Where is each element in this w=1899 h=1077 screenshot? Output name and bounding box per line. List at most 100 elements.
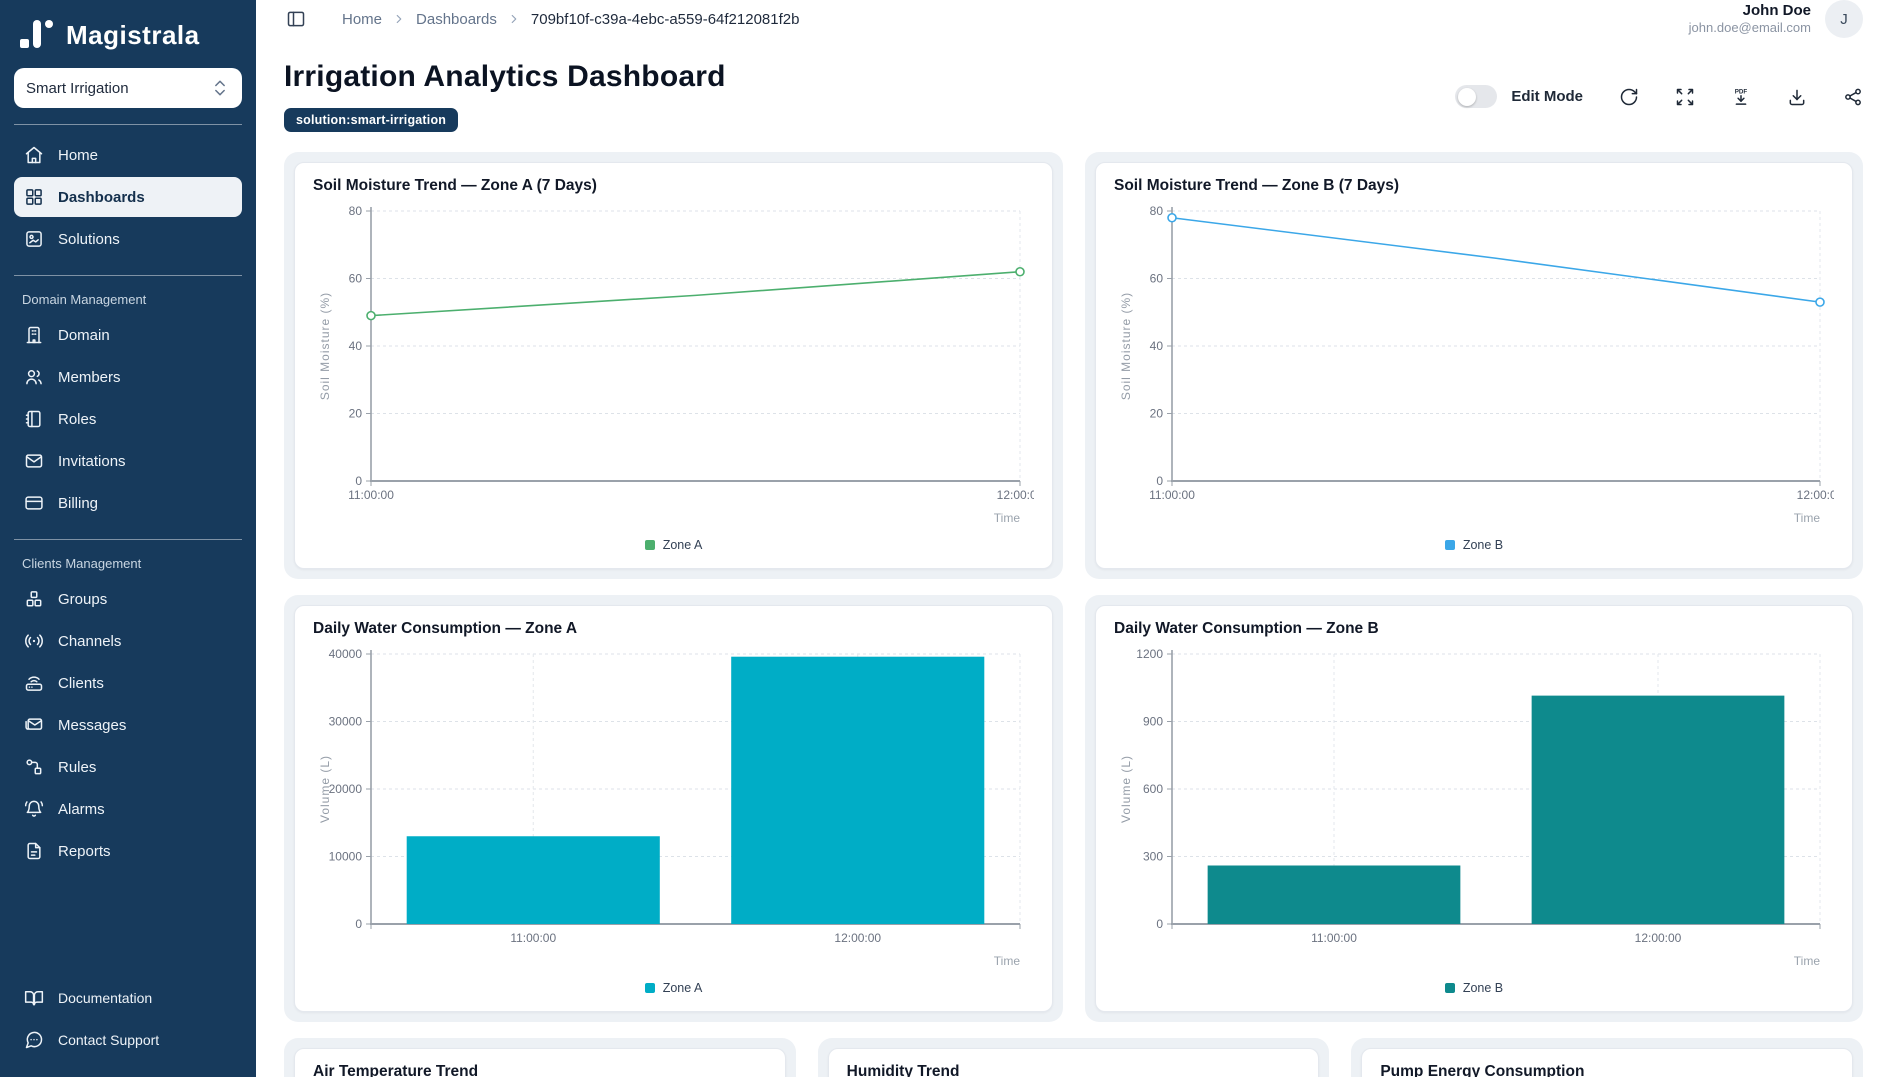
sidebar-item-clients[interactable]: Clients [14,663,242,703]
sidebar-collapse-button[interactable] [284,7,308,31]
svg-text:Volume (L): Volume (L) [318,755,332,823]
chart-legend: Zone A [313,536,1034,558]
workspace-selector[interactable]: Smart Irrigation [14,68,242,108]
channels-icon [24,631,44,651]
chart-panel-humidity-trend: Humidity Trend100 [817,1038,1330,1077]
breadcrumb-item-709bf10f-c39a-4ebc-a: 709bf10f-c39a-4ebc-a559-64f212081f2b [530,10,800,28]
sidebar-item-roles[interactable]: Roles [14,399,242,439]
sidebar-item-dashboards[interactable]: Dashboards [14,177,242,217]
chart-card: Humidity Trend100 [827,1048,1320,1077]
sidebar-item-groups[interactable]: Groups [14,579,242,619]
sidebar-item-label: Reports [58,842,111,860]
edit-mode-control: Edit Mode [1455,85,1583,108]
svg-text:11:00:00: 11:00:00 [510,931,556,945]
edit-mode-toggle[interactable] [1455,85,1498,108]
legend-label: Zone B [1462,981,1504,995]
breadcrumb: Home Dashboards 709bf10f-c39a-4ebc-a559-64… [342,11,799,28]
sidebar-item-rules[interactable]: Rules [14,747,242,787]
main-area: Home Dashboards 709bf10f-c39a-4ebc-a559-64… [256,0,1899,1077]
sidebar-item-solutions[interactable]: Solutions [14,219,242,259]
sidebar-item-contact-support[interactable]: Contact Support [14,1023,242,1057]
page-title: Irrigation Analytics Dashboard [284,60,726,93]
sidebar-section-title: Clients Management [22,556,142,571]
page-header-left: Irrigation Analytics Dashboard solution:… [284,38,726,132]
breadcrumb-item-home[interactable]: Home [342,10,383,28]
sidebar-item-label: Clients [58,674,104,692]
chart-panel-air-temperature-trend: Air Temperature Trend24 [284,1038,796,1077]
sidebar-item-reports[interactable]: Reports [14,831,242,871]
sidebar-item-label: Rules [58,758,97,776]
svg-text:Time: Time [994,511,1021,525]
contact-support-icon [24,1030,44,1050]
user-email: john.doe@email.com [1688,20,1811,36]
sidebar-item-billing[interactable]: Billing [14,483,242,523]
sidebar-item-members[interactable]: Members [14,357,242,397]
sidebar-divider [14,275,242,276]
chart-legend: Zone B [1114,536,1834,558]
svg-text:0: 0 [1156,917,1163,931]
svg-text:10000: 10000 [329,850,363,864]
sidebar-item-label: Invitations [58,452,126,470]
sidebar-item-home[interactable]: Home [14,135,242,175]
billing-icon [24,493,44,513]
sidebar-item-label: Domain [58,326,110,344]
sidebar-item-label: Home [58,146,99,164]
sidebar-section-title: Domain Management [22,292,147,307]
sidebar-item-documentation[interactable]: Documentation [14,981,242,1015]
chart-card: Pump Energy Consumption0.4 [1361,1048,1853,1077]
svg-text:11:00:00: 11:00:00 [348,488,394,502]
sidebar-item-domain[interactable]: Domain [14,315,242,355]
svg-text:80: 80 [349,204,363,218]
rules-icon [24,757,44,777]
svg-text:0: 0 [1156,474,1163,488]
chart-title: Humidity Trend [846,1063,960,1077]
sidebar-item-label: Billing [58,494,99,512]
download-button[interactable] [1787,87,1807,107]
refresh-button[interactable] [1619,87,1639,107]
charts-grid: Soil Moisture Trend — Zone A (7 Days) 0 20… [284,152,1863,1022]
chart-panel-soil-moisture-trend-zone-b-7-days-: Soil Moisture Trend — Zone B (7 Days) 0 20… [1085,152,1863,579]
svg-text:Soil Moisture (%): Soil Moisture (%) [1119,292,1133,400]
breadcrumb-item-dashboards[interactable]: Dashboards [416,10,497,28]
sidebar-item-label: Dashboards [58,188,145,206]
legend-label: Zone A [662,981,703,995]
svg-text:20000: 20000 [329,782,363,796]
svg-text:Soil Moisture (%): Soil Moisture (%) [318,292,332,400]
chart-card: Air Temperature Trend24 [294,1048,786,1077]
legend-label: Zone A [662,538,703,552]
invitations-icon [24,451,44,471]
svg-text:1200: 1200 [1136,647,1163,661]
svg-text:Time: Time [1794,954,1821,968]
legend-swatch [644,540,655,550]
chart-panel-pump-energy-consumption: Pump Energy Consumption0.4 [1351,1038,1863,1077]
avatar[interactable]: J [1825,0,1863,38]
svg-text:900: 900 [1143,715,1163,729]
fullscreen-icon [1675,87,1695,107]
sidebar-divider [14,539,242,540]
members-icon [24,367,44,387]
sidebar-item-invitations[interactable]: Invitations [14,441,242,481]
user-name: John Doe [1742,1,1811,19]
sidebar-item-label: Contact Support [58,1032,160,1048]
sidebar-item-alarms[interactable]: Alarms [14,789,242,829]
chart-legend: Zone B [1114,979,1834,1001]
sidebar-item-messages[interactable]: Messages [14,705,242,745]
chart-title: Air Temperature Trend [313,1063,479,1077]
dashboard-icon [24,187,44,207]
chart-card: Soil Moisture Trend — Zone B (7 Days) 0 20… [1095,162,1853,569]
workspace-selected-label: Smart Irrigation [26,79,129,97]
roles-icon [24,409,44,429]
sidebar-divider [14,124,242,125]
svg-text:12:00:00: 12:00:00 [1797,488,1834,502]
share-button[interactable] [1843,87,1863,107]
svg-text:Time: Time [994,954,1021,968]
chart-card: Soil Moisture Trend — Zone A (7 Days) 0 20… [294,162,1053,569]
pdf-download-button[interactable]: PDF [1731,87,1751,107]
chevron-right-icon [507,12,521,26]
sidebar-item-channels[interactable]: Channels [14,621,242,661]
fullscreen-button[interactable] [1675,87,1695,107]
groups-icon [24,589,44,609]
chart-panel-daily-water-consumption-zone-a: Daily Water Consumption — Zone A 0 10000 20… [284,595,1063,1022]
messages-icon [24,715,44,735]
